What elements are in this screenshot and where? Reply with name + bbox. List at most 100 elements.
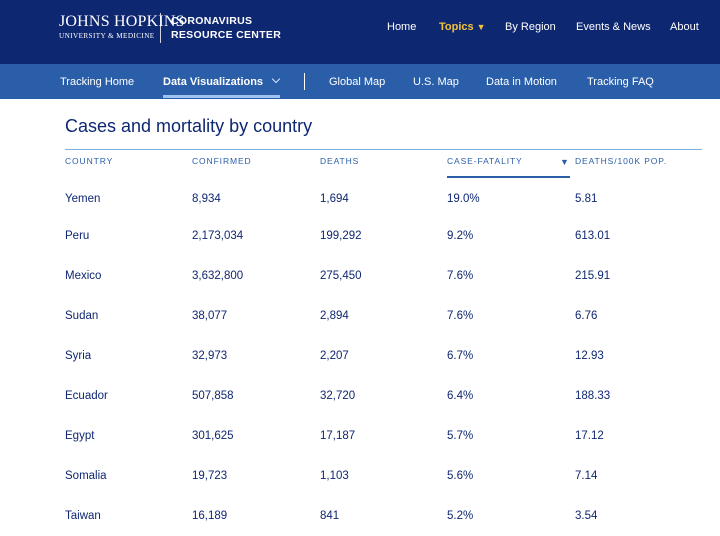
subnav-divider	[304, 73, 305, 90]
nav-events-news-label: Events & News	[576, 21, 651, 33]
page-title: Cases and mortality by country	[65, 116, 313, 136]
table-row: Egypt 301,625 17,187 5.7% 17.12	[0, 430, 720, 450]
cell-country: Ecuador	[65, 390, 108, 402]
logo-sub-text: UNIVERSITY & MEDICINE	[59, 32, 155, 40]
nav-about-label: About	[670, 21, 699, 33]
cell-case-fatality: 6.4%	[447, 390, 474, 402]
cell-deaths-per-100k: 188.33	[575, 390, 611, 402]
cell-country: Egypt	[65, 430, 95, 442]
cell-deaths-per-100k: 12.93	[575, 350, 604, 362]
cell-confirmed: 8,934	[192, 193, 221, 205]
cell-deaths: 17,187	[320, 430, 356, 442]
sub-nav: Tracking Home Data Visualizations Global…	[0, 64, 720, 99]
cell-case-fatality: 19.0%	[447, 193, 480, 205]
table-row: Ecuador 507,858 32,720 6.4% 188.33	[0, 390, 720, 410]
cell-deaths: 2,894	[320, 310, 349, 322]
subnav-tracking-faq[interactable]: Tracking FAQ	[587, 76, 654, 88]
nav-by-region[interactable]: By Region	[505, 21, 556, 33]
sorted-column-indicator	[447, 176, 570, 178]
column-header-deaths-per-100k[interactable]: DEATHS/100K POP.	[575, 156, 668, 166]
subnav-global-map[interactable]: Global Map	[329, 76, 385, 88]
cell-case-fatality: 5.6%	[447, 470, 474, 482]
subnav-global-map-label: Global Map	[329, 76, 386, 88]
site-title-line1: CORONAVIRUS	[171, 15, 253, 27]
subnav-data-in-motion[interactable]: Data in Motion	[486, 76, 557, 88]
subnav-us-map-label: U.S. Map	[413, 76, 459, 88]
chevron-down-icon	[271, 74, 281, 84]
cell-confirmed: 38,077	[192, 310, 228, 322]
nav-topics[interactable]: Topics ▼	[439, 21, 486, 33]
title-rule	[65, 149, 702, 150]
cell-deaths-per-100k: 6.76	[575, 310, 598, 322]
cell-country: Sudan	[65, 310, 99, 322]
cell-deaths-per-100k: 7.14	[575, 470, 598, 482]
nav-about[interactable]: About	[670, 21, 699, 33]
nav-home-label: Home	[387, 21, 417, 33]
cell-confirmed: 301,625	[192, 430, 234, 442]
cell-deaths: 1,103	[320, 470, 349, 482]
cell-confirmed: 16,189	[192, 510, 228, 522]
cell-deaths: 275,450	[320, 270, 362, 282]
cell-deaths-per-100k: 17.12	[575, 430, 604, 442]
logo-divider	[160, 13, 161, 43]
caret-down-icon: ▼	[476, 22, 486, 32]
nav-events-news[interactable]: Events & News	[576, 21, 651, 33]
subnav-data-visualizations[interactable]: Data Visualizations	[163, 74, 281, 88]
subnav-data-in-motion-label: Data in Motion	[486, 76, 557, 88]
subnav-data-visualizations-label: Data Visualizations	[163, 76, 264, 88]
cell-country: Yemen	[65, 193, 101, 205]
cell-deaths-per-100k: 215.91	[575, 270, 611, 282]
cell-deaths: 841	[320, 510, 340, 522]
subnav-us-map[interactable]: U.S. Map	[413, 76, 459, 88]
subnav-tracking-home-label: Tracking Home	[60, 76, 135, 88]
table-row: Taiwan 16,189 841 5.2% 3.54	[0, 510, 720, 530]
cell-case-fatality: 7.6%	[447, 310, 474, 322]
table-row: Mexico 3,632,800 275,450 7.6% 215.91	[0, 270, 720, 290]
site-title[interactable]: CORONAVIRUS RESOURCE CENTER	[171, 14, 281, 42]
column-header-confirmed[interactable]: CONFIRMED	[192, 156, 252, 166]
cell-confirmed: 3,632,800	[192, 270, 244, 282]
cell-case-fatality: 7.6%	[447, 270, 474, 282]
cell-deaths: 32,720	[320, 390, 356, 402]
cell-country: Syria	[65, 350, 92, 362]
cell-deaths-per-100k: 3.54	[575, 510, 598, 522]
cell-country: Mexico	[65, 270, 102, 282]
column-header-deaths[interactable]: DEATHS	[320, 156, 360, 166]
column-header-country[interactable]: COUNTRY	[65, 156, 114, 166]
table-row: Syria 32,973 2,207 6.7% 12.93	[0, 350, 720, 370]
logo-main-text: JOHNS HOPKINS	[59, 13, 185, 30]
cell-deaths-per-100k: 5.81	[575, 193, 598, 205]
cell-case-fatality: 5.2%	[447, 510, 474, 522]
table-row: Sudan 38,077 2,894 7.6% 6.76	[0, 310, 720, 330]
cell-country: Taiwan	[65, 510, 101, 522]
cell-case-fatality: 6.7%	[447, 350, 474, 362]
cell-case-fatality: 9.2%	[447, 230, 474, 242]
subnav-tracking-home[interactable]: Tracking Home	[60, 76, 134, 88]
cell-deaths: 199,292	[320, 230, 362, 242]
cell-confirmed: 507,858	[192, 390, 234, 402]
active-tab-indicator	[163, 95, 280, 98]
cell-country: Somalia	[65, 470, 107, 482]
cell-deaths: 2,207	[320, 350, 349, 362]
table-row: Somalia 19,723 1,103 5.6% 7.14	[0, 470, 720, 490]
cell-confirmed: 32,973	[192, 350, 228, 362]
nav-topics-label: Topics	[439, 21, 474, 33]
sort-descending-icon[interactable]: ▼	[560, 157, 569, 167]
main-nav: Home Topics ▼ By Region Events & News Abo…	[0, 21, 720, 35]
site-title-line2: RESOURCE CENTER	[171, 29, 282, 41]
cell-country: Peru	[65, 230, 90, 242]
cell-confirmed: 2,173,034	[192, 230, 244, 242]
cell-deaths-per-100k: 613.01	[575, 230, 611, 242]
table-row: Peru 2,173,034 199,292 9.2% 613.01	[0, 230, 720, 250]
table-header: COUNTRY CONFIRMED DEATHS CASE-FATALITY D…	[0, 156, 720, 178]
nav-home[interactable]: Home	[387, 21, 416, 33]
cell-case-fatality: 5.7%	[447, 430, 474, 442]
nav-by-region-label: By Region	[505, 21, 556, 33]
site-header: JOHNS HOPKINS UNIVERSITY & MEDICINE CORO…	[0, 0, 720, 64]
column-header-case-fatality[interactable]: CASE-FATALITY	[447, 156, 523, 166]
cell-deaths: 1,694	[320, 193, 349, 205]
cell-confirmed: 19,723	[192, 470, 228, 482]
table-row: Yemen 8,934 1,694 19.0% 5.81	[0, 193, 720, 213]
jhu-logo[interactable]: JOHNS HOPKINS UNIVERSITY & MEDICINE	[59, 13, 185, 40]
subnav-tracking-faq-label: Tracking FAQ	[587, 76, 654, 88]
